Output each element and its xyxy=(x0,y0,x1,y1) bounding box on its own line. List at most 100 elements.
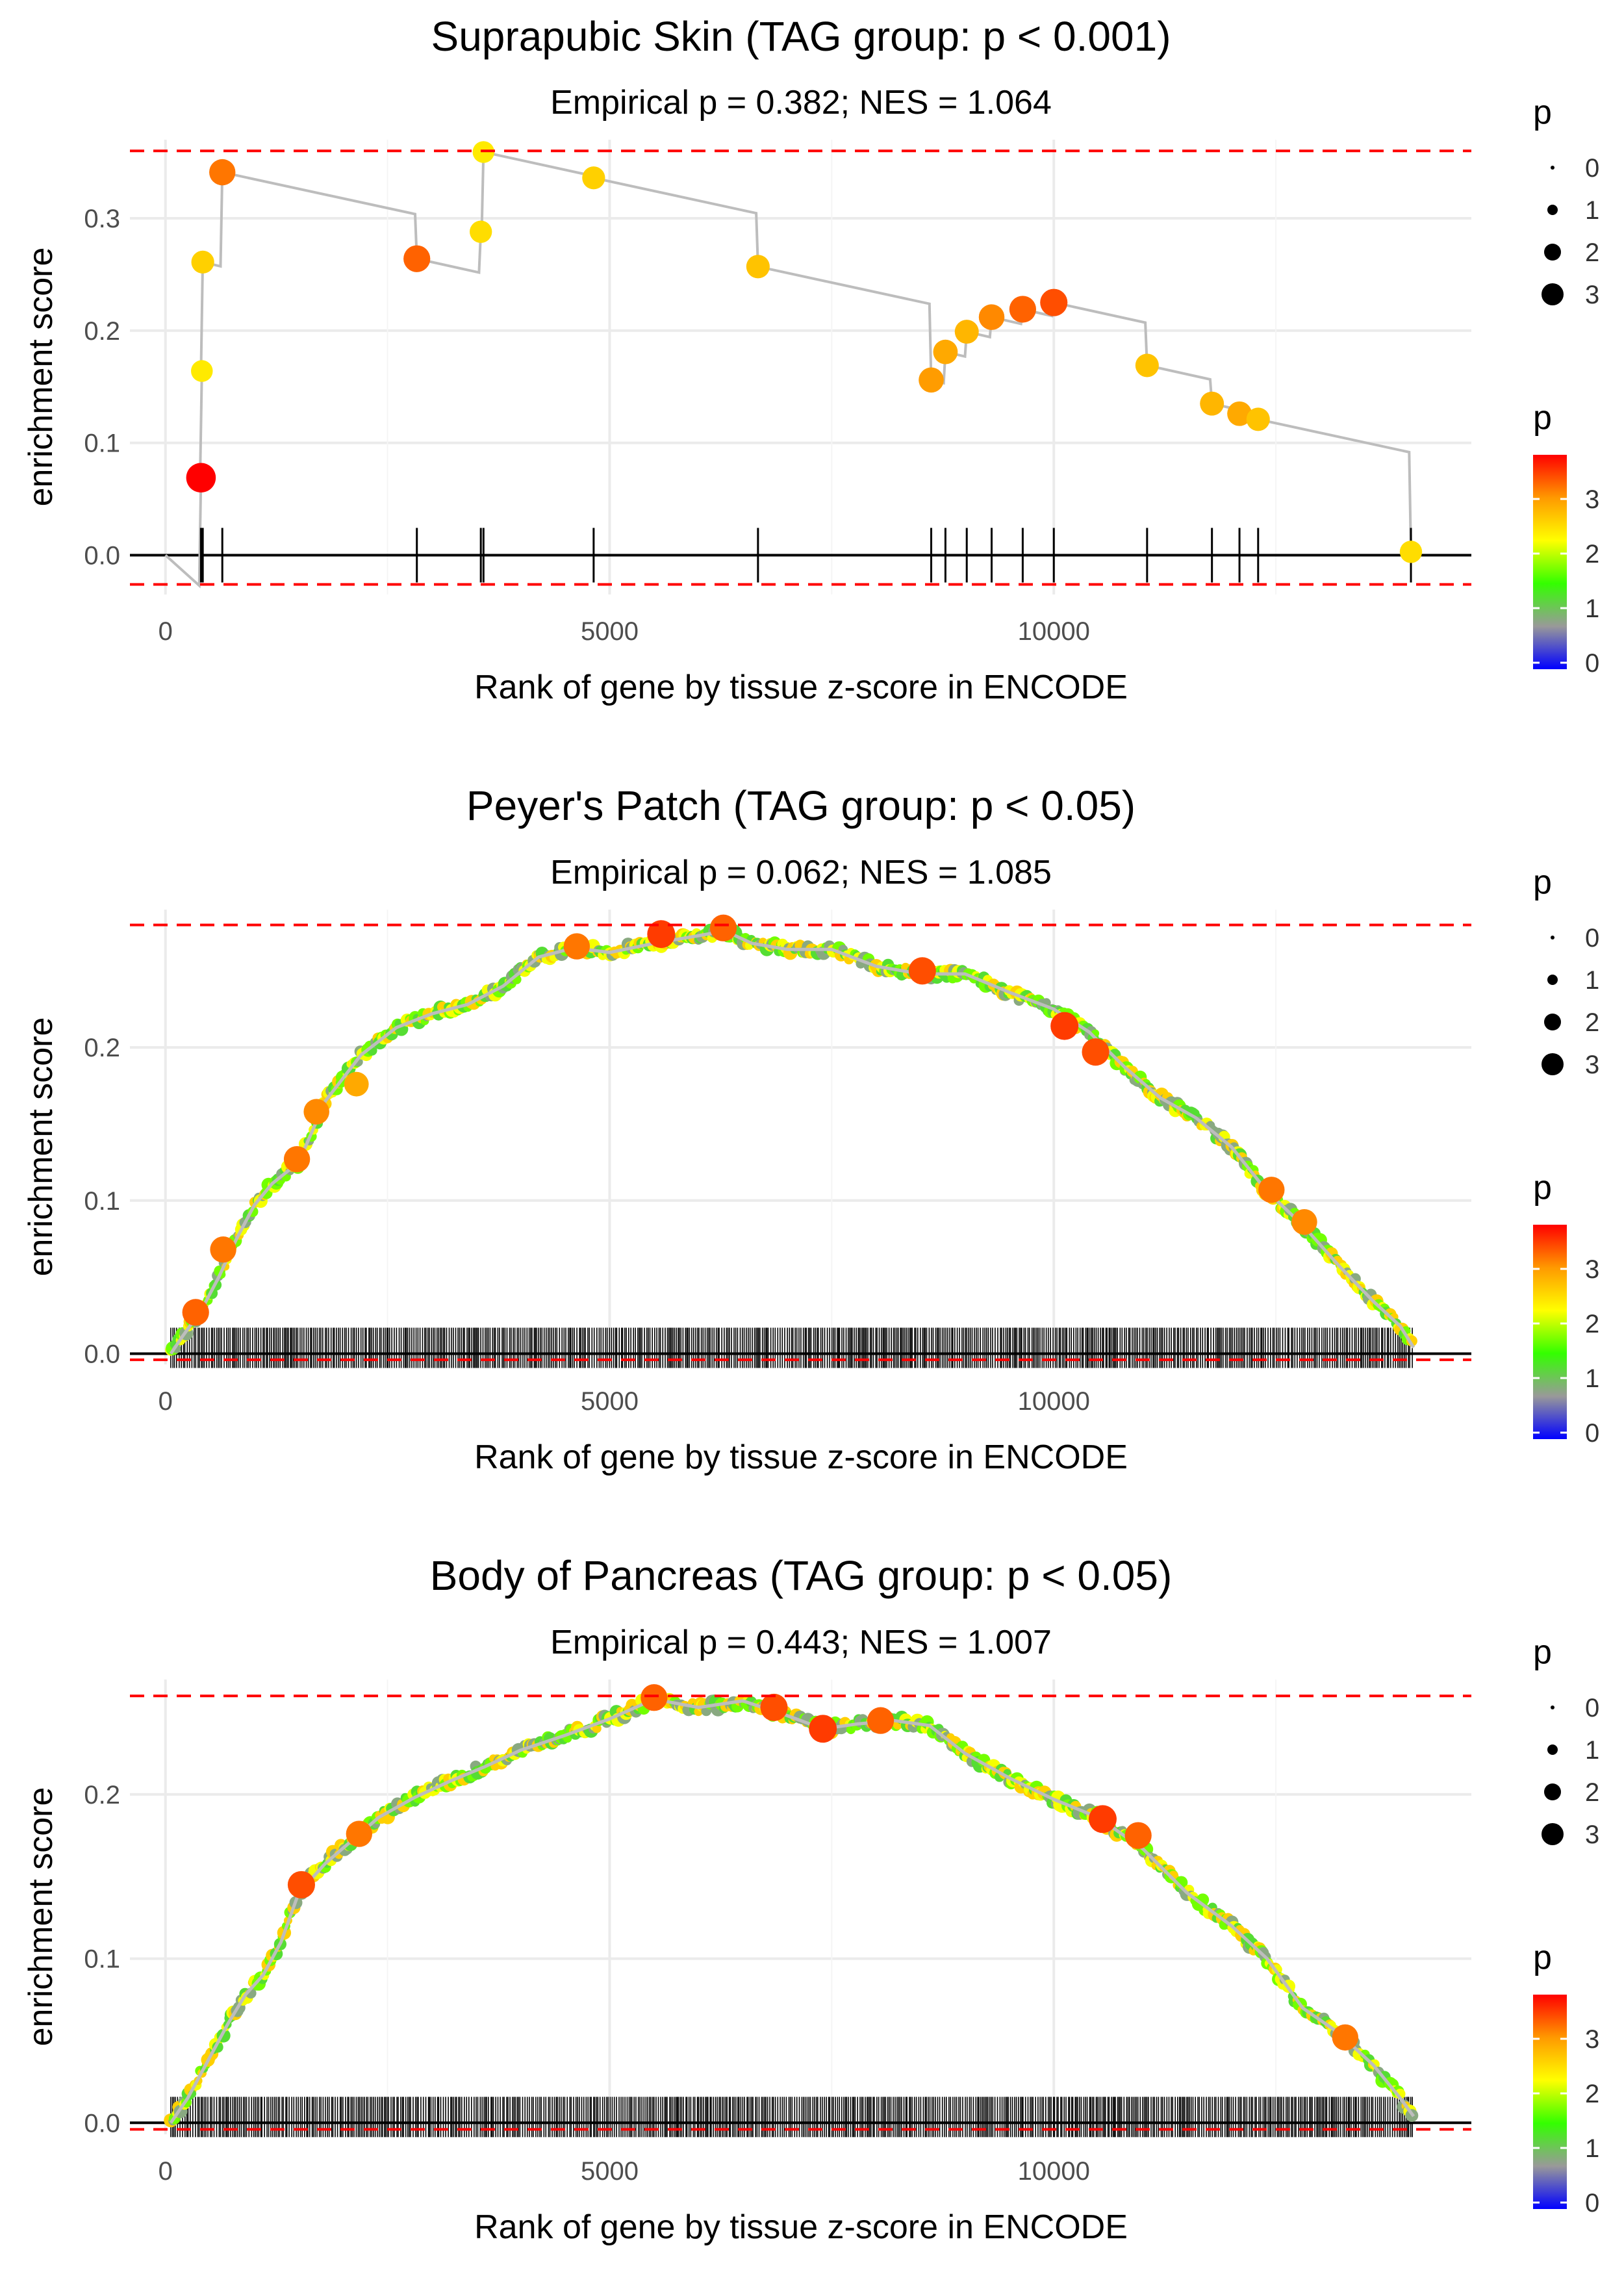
color-legend-label: 1 xyxy=(1585,1364,1599,1393)
y-tick-label: 0.0 xyxy=(84,2109,120,2138)
y-tick-label: 0.2 xyxy=(84,1034,120,1062)
gene-point xyxy=(303,1099,329,1125)
gene-point xyxy=(647,920,676,949)
reference-lines xyxy=(130,1694,1471,2131)
gene-rug xyxy=(170,1327,1413,1368)
x-axis-label: Rank of gene by tissue z-score in ENCODE xyxy=(474,2208,1128,2246)
chart-subtitle: Empirical p = 0.382; NES = 1.064 xyxy=(550,84,1052,121)
size-legend-dot xyxy=(1542,1053,1564,1075)
gene-point xyxy=(582,166,605,190)
gene-point xyxy=(186,463,216,493)
enrichment-line xyxy=(169,929,1415,1355)
gene-point xyxy=(867,1707,894,1734)
gene-point xyxy=(191,250,214,274)
gene-point xyxy=(919,367,944,393)
size-legend-dot xyxy=(1544,244,1561,261)
y-axis-ticks: 0.0 0.1 0.2 xyxy=(84,1781,120,2138)
y-tick-label: 0.3 xyxy=(84,205,120,233)
chart-title: Peyer's Patch (TAG group: p < 0.05) xyxy=(466,782,1136,829)
grid xyxy=(130,140,1471,594)
color-legend-label: 3 xyxy=(1585,485,1599,514)
y-tick-label: 0.0 xyxy=(84,542,120,570)
gene-point xyxy=(1040,288,1068,316)
size-legend-label: 0 xyxy=(1585,154,1599,183)
gene-point xyxy=(809,1715,837,1743)
y-axis-ticks: 0.0 0.1 0.2 0.3 xyxy=(84,205,120,570)
gene-point xyxy=(1246,407,1270,431)
color-legend-label: 2 xyxy=(1585,2080,1599,2108)
size-legend-label: 2 xyxy=(1585,238,1599,267)
size-legend-dot xyxy=(1542,283,1564,305)
size-legend-label: 1 xyxy=(1585,1736,1599,1765)
gene-point xyxy=(908,957,936,985)
gene-point xyxy=(746,255,770,279)
size-legend: p 0 1 2 3 xyxy=(1533,863,1599,1079)
x-axis-ticks: 0 5000 10000 xyxy=(159,617,1090,646)
y-tick-label: 0.1 xyxy=(84,1945,120,1974)
size-legend-title: p xyxy=(1533,94,1552,131)
gene-point xyxy=(403,245,431,272)
chart-title: Body of Pancreas (TAG group: p < 0.05) xyxy=(430,1552,1173,1599)
y-tick-label: 0.2 xyxy=(84,317,120,346)
color-legend-label: 0 xyxy=(1585,2189,1599,2217)
y-tick-label: 0.2 xyxy=(84,1781,120,1809)
gene-rug xyxy=(199,528,1412,583)
gene-point xyxy=(1200,391,1224,416)
size-legend-title: p xyxy=(1533,863,1552,901)
gene-point xyxy=(1088,1805,1117,1833)
gene-rug xyxy=(170,2097,1413,2138)
size-legend-dot xyxy=(1547,205,1558,215)
size-legend-label: 0 xyxy=(1585,1694,1599,1722)
x-axis-ticks: 0 5000 10000 xyxy=(159,1387,1090,1416)
color-legend-label: 1 xyxy=(1585,594,1599,623)
color-legend-title: p xyxy=(1533,399,1552,437)
gene-point xyxy=(344,1071,369,1097)
gene-point xyxy=(283,1145,311,1173)
colorbar xyxy=(1533,1225,1567,1439)
gene-point xyxy=(210,1236,236,1263)
size-legend-label: 1 xyxy=(1585,196,1599,225)
color-legend: p 3 2 1 0 xyxy=(1533,399,1599,678)
colorbar xyxy=(1533,1995,1567,2209)
y-tick-label: 0.1 xyxy=(84,429,120,458)
size-legend-label: 2 xyxy=(1585,1008,1599,1037)
grid xyxy=(130,1680,1471,2134)
size-legend-dot xyxy=(1551,166,1554,170)
x-axis-label: Rank of gene by tissue z-score in ENCODE xyxy=(474,1438,1128,1476)
size-legend-dot xyxy=(1544,1014,1561,1030)
gene-point xyxy=(182,1299,209,1326)
x-tick-label: 5000 xyxy=(581,1387,639,1416)
x-axis-label: Rank of gene by tissue z-score in ENCODE xyxy=(474,669,1128,706)
color-legend: p 3 2 1 0 xyxy=(1533,1169,1599,1448)
panel-body-of-pancreas: Body of Pancreas (TAG group: p < 0.05) E… xyxy=(22,1552,1599,2246)
x-tick-label: 10000 xyxy=(1018,1387,1090,1416)
gene-point xyxy=(592,1724,602,1733)
color-legend-label: 0 xyxy=(1585,1419,1599,1448)
gene-point xyxy=(1291,1209,1317,1235)
color-legend: p 3 2 1 0 xyxy=(1533,1939,1599,2217)
gene-point xyxy=(1227,401,1252,426)
color-legend-label: 0 xyxy=(1585,649,1599,678)
gene-point xyxy=(1332,2024,1358,2051)
size-legend-label: 3 xyxy=(1585,1820,1599,1849)
color-legend-title: p xyxy=(1533,1169,1552,1207)
size-legend-dot xyxy=(1544,1783,1561,1800)
panel-peyers-patch: Peyer's Patch (TAG group: p < 0.05) Empi… xyxy=(22,782,1599,1476)
size-legend-label: 1 xyxy=(1585,966,1599,995)
gene-point xyxy=(470,220,492,243)
color-legend-label: 3 xyxy=(1585,2025,1599,2054)
gene-point xyxy=(346,1820,373,1847)
y-tick-label: 0.1 xyxy=(84,1187,120,1216)
gene-points xyxy=(165,914,1417,1356)
grid xyxy=(130,910,1471,1364)
gene-points xyxy=(164,1684,1419,2128)
gene-point xyxy=(1124,1822,1152,1849)
gene-point xyxy=(209,159,236,186)
size-legend-label: 2 xyxy=(1585,1778,1599,1807)
size-legend-label: 0 xyxy=(1585,924,1599,952)
size-legend-dot xyxy=(1542,1823,1564,1845)
gene-point xyxy=(1082,1038,1110,1066)
chart-subtitle: Empirical p = 0.443; NES = 1.007 xyxy=(550,1624,1052,1661)
x-tick-label: 10000 xyxy=(1018,2157,1090,2186)
